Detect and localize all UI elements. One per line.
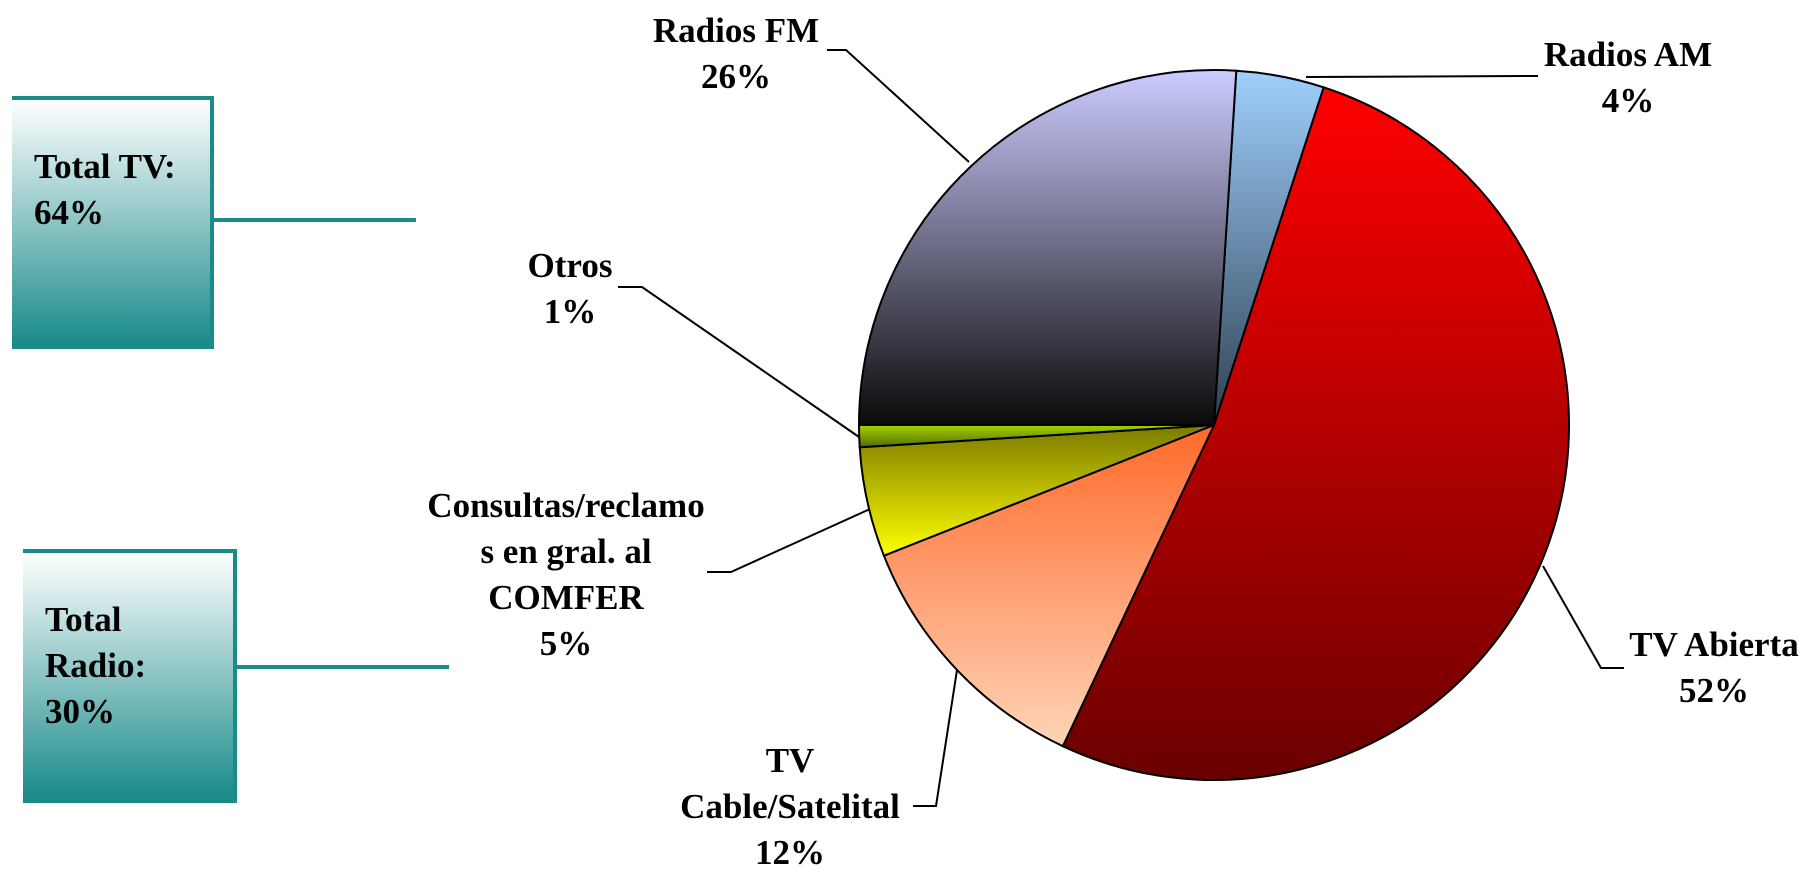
category-label: TV Cable/Satelital — [680, 741, 900, 826]
pie — [857, 69, 1570, 782]
leader-line — [827, 49, 970, 163]
pie-slice — [882, 423, 1216, 748]
slice-label: Radios AM 4% — [1498, 32, 1758, 124]
pie-slice — [1061, 86, 1570, 782]
value-label: 52% — [1679, 671, 1749, 710]
slice-label: TV Abierta 52% — [1604, 622, 1813, 714]
slice-label: TV Cable/Satelital 12% — [670, 738, 910, 876]
value-label: 12% — [755, 833, 825, 872]
leader-line — [913, 669, 958, 807]
leader-line — [1542, 565, 1624, 669]
total-box: Total TV: 64% — [12, 96, 214, 349]
value-label: 26% — [701, 57, 771, 96]
pie-slice — [857, 69, 1238, 426]
leader-lines — [618, 49, 1624, 807]
value-label: 5% — [539, 624, 593, 663]
category-label: Radios FM — [652, 11, 820, 50]
value-label: 1% — [543, 292, 597, 331]
leader-line — [1305, 75, 1539, 78]
value-label: 4% — [1601, 81, 1655, 120]
leader-line — [618, 286, 860, 438]
slice-label: Radios FM 26% — [626, 8, 846, 100]
slice-label: Otros 1% — [490, 243, 650, 335]
leader-line — [707, 508, 871, 573]
connectors — [214, 218, 449, 669]
category-label: TV Abierta — [1629, 625, 1799, 664]
category-label: Consultas/reclamos en gral. al COMFER — [427, 486, 705, 617]
total-box: Total Radio: 30% — [23, 549, 237, 803]
category-label: Otros — [527, 246, 613, 285]
slice-label: Consultas/reclamos en gral. al COMFER 5% — [421, 483, 711, 667]
category-label: Radios AM — [1543, 35, 1713, 74]
